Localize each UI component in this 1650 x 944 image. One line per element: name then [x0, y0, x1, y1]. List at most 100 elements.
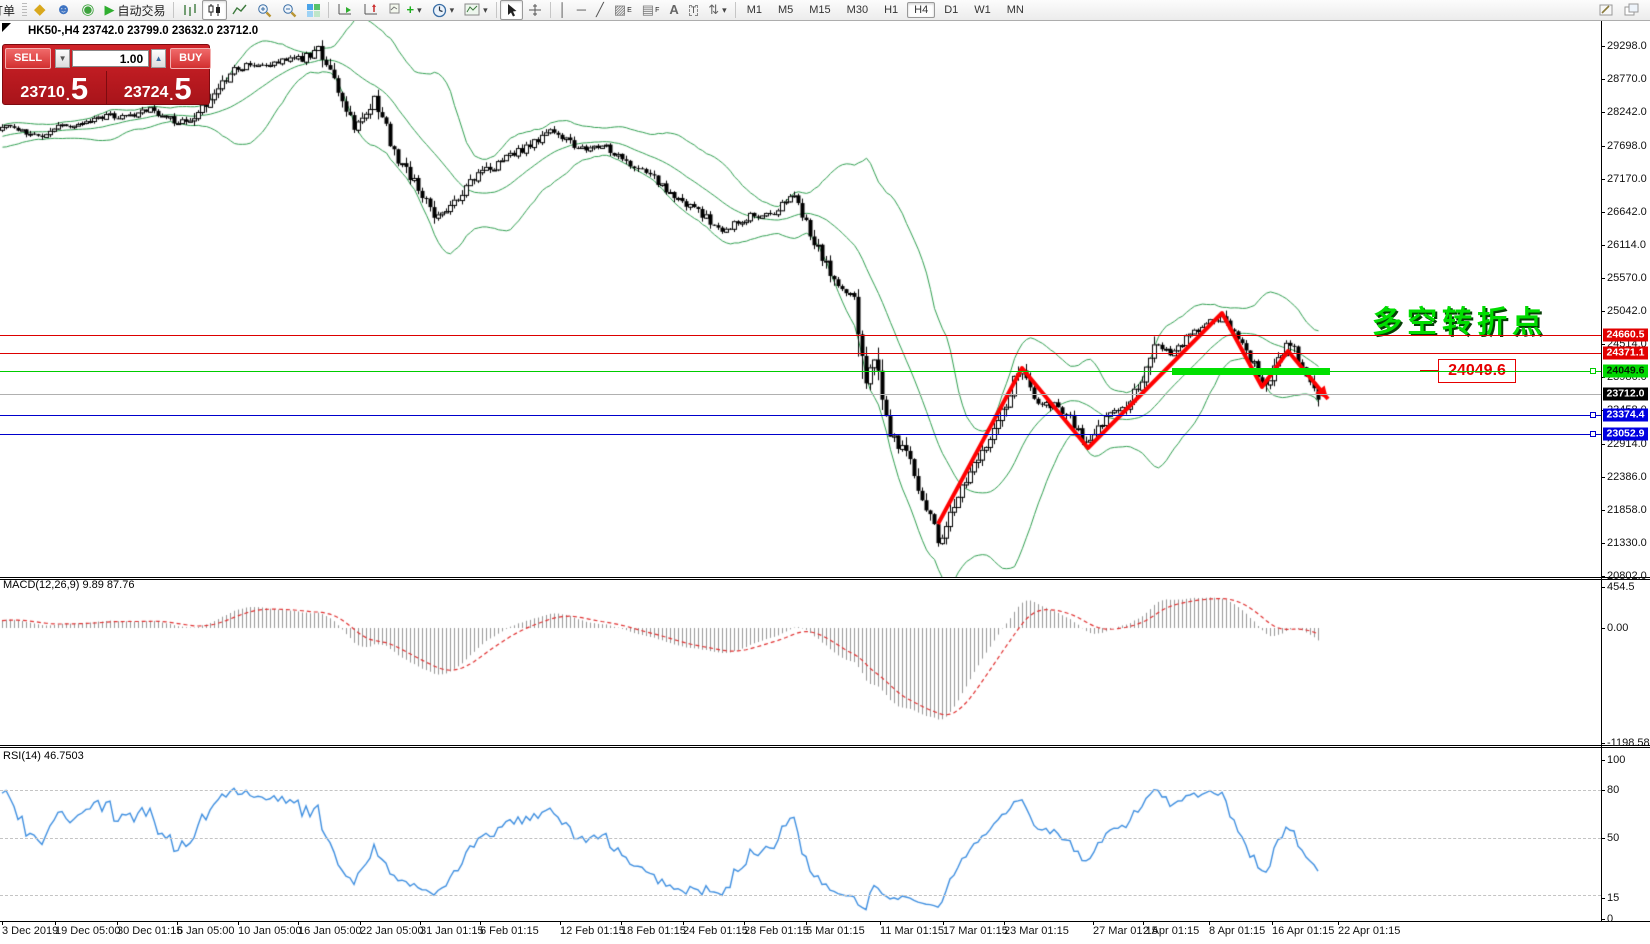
time-label: 6 Feb 01:15	[480, 925, 539, 937]
hline-23052.9[interactable]	[0, 434, 1601, 435]
timeframe-M1[interactable]: M1	[746, 4, 762, 16]
rsi-pane-canvas[interactable]	[0, 748, 1601, 921]
templates-icon[interactable]: ▾	[459, 0, 493, 20]
macd-tick-label: 454.5	[1607, 581, 1635, 593]
price-tick-label: 29298.0	[1607, 40, 1647, 52]
equidistant-channel-tool-icon[interactable]: ▨ E	[613, 2, 632, 17]
sell-price[interactable]: 23710 . 5	[3, 71, 107, 105]
buy-price[interactable]: 23724 . 5	[123, 71, 192, 106]
candlestick-chart-icon[interactable]	[202, 0, 228, 20]
hline-24660.5[interactable]	[0, 335, 1601, 336]
support-band[interactable]	[1172, 368, 1330, 375]
rsi-tick-mark	[1601, 919, 1605, 920]
hline-handle[interactable]	[1590, 368, 1596, 374]
time-tick	[1004, 921, 1005, 925]
time-label: 23 Mar 01:15	[1004, 925, 1069, 937]
timeframe-W1[interactable]: W1	[974, 4, 991, 16]
toolbar-separator	[734, 2, 736, 18]
timeframe-M5[interactable]: M5	[777, 4, 794, 16]
volume-input[interactable]	[72, 50, 150, 67]
timeframe-H4[interactable]: H4	[907, 2, 936, 18]
time-label: 22 Jan 05:00	[360, 925, 424, 937]
chart-shift-icon[interactable]	[358, 0, 384, 20]
hline-23374.4[interactable]	[0, 415, 1601, 416]
time-label: 27 Mar 01:15	[1093, 925, 1158, 937]
arrows-tool-icon[interactable]: ⇅ ▾	[708, 2, 727, 17]
line-chart-icon[interactable]	[227, 0, 252, 20]
rsi-tick-label: 80	[1607, 784, 1620, 796]
macd-tick-label: -1198.58	[1607, 737, 1650, 749]
auto-trading-button[interactable]: ▶ 自动交易	[99, 0, 170, 20]
time-tick	[55, 921, 56, 925]
yellow-diamond-icon[interactable]: ◆	[34, 1, 46, 18]
zoom-out-icon[interactable]	[277, 0, 302, 20]
text-label-tool-icon[interactable]: T	[688, 4, 699, 16]
timeframe-MN[interactable]: MN	[1006, 4, 1024, 16]
pane-splitter-macd[interactable]	[0, 577, 1650, 578]
buy-button[interactable]: BUY	[170, 48, 212, 69]
price-tick-label: 27698.0	[1607, 140, 1647, 152]
hline-24049.6[interactable]	[0, 371, 1601, 372]
macd-pane-canvas[interactable]	[0, 580, 1601, 744]
timeframe-D1[interactable]: D1	[944, 4, 959, 16]
vertical-line-tool-icon[interactable]: │	[558, 2, 567, 17]
time-label: 11 Mar 01:15	[880, 925, 945, 937]
plus-icon: +	[406, 2, 415, 17]
toolbar: 订单 ◆ ☻ ◉ ▶ 自动交易	[0, 0, 1650, 21]
bar-chart-icon[interactable]	[177, 0, 202, 20]
time-label: 31 Jan 01:15	[420, 925, 484, 937]
tile-windows-icon[interactable]	[302, 0, 325, 20]
time-label: 8 Apr 01:15	[1209, 925, 1266, 937]
signals-icon[interactable]: ◉	[81, 1, 95, 18]
pane-splitter-rsi[interactable]	[0, 745, 1650, 746]
hline-handle[interactable]	[1590, 412, 1596, 418]
rsi-tick-label: 0	[1607, 913, 1614, 925]
rsi-tick-mark	[1601, 898, 1605, 899]
text-tool-icon[interactable]: A	[669, 2, 679, 17]
price-tick-mark	[1601, 245, 1605, 246]
pane-splitter-rsi[interactable]	[0, 747, 1650, 748]
accounts-icon[interactable]: ☻	[55, 1, 72, 18]
auto-scroll-icon[interactable]	[332, 0, 358, 20]
hline-23712.0[interactable]	[0, 394, 1601, 395]
turning-point-annotation[interactable]: 多空转折点	[1372, 306, 1547, 339]
timeframe-H1[interactable]: H1	[884, 4, 899, 16]
play-icon: ▶	[104, 2, 115, 17]
one-click-trade-panel: SELL ▼ ▲ BUY 23710 . 5 23724 . 5	[2, 44, 212, 106]
volume-decrease-button[interactable]: ▼	[55, 49, 71, 68]
rsi-level-line	[0, 895, 1601, 896]
rsi-tick-label: 50	[1607, 832, 1620, 844]
chart-windows-icon[interactable]	[1619, 0, 1644, 20]
timeframe-M30[interactable]: M30	[846, 4, 869, 16]
timeframe-M15[interactable]: M15	[809, 4, 831, 16]
chart-edit-icon[interactable]	[1594, 0, 1619, 20]
time-label: 19 Dec 05:00	[55, 925, 121, 937]
zoom-in-icon[interactable]	[252, 0, 277, 20]
chart-symbol-ohlc-label: HK50-,H4 23742.0 23799.0 23632.0 23712.0	[28, 25, 259, 37]
price-chart-canvas[interactable]	[0, 21, 1601, 577]
price-tick-mark	[1601, 543, 1605, 544]
dropdown-icon: ▾	[483, 5, 488, 15]
hline-handle[interactable]	[1590, 431, 1596, 437]
horizontal-line-tool-icon[interactable]: ─	[576, 2, 586, 17]
price-tick-mark	[1601, 179, 1605, 180]
cursor-tool-icon[interactable]	[499, 0, 523, 20]
new-order-button[interactable]: 订单	[0, 0, 20, 20]
time-tick	[744, 921, 745, 925]
price-tick-label: 26114.0	[1607, 239, 1646, 251]
volume-increase-button[interactable]: ▲	[151, 49, 167, 68]
indicators-add-icon[interactable]: + ▾	[384, 0, 426, 20]
pane-splitter-macd[interactable]	[0, 579, 1650, 580]
sell-button[interactable]: SELL	[5, 48, 52, 69]
time-label: 24 Feb 01:15	[683, 925, 748, 937]
toolbar-separator	[328, 2, 330, 18]
crosshair-tool-icon[interactable]	[523, 0, 547, 20]
periods-clock-icon[interactable]: ▾	[427, 0, 460, 20]
price-badge-24049.6: 24049.6	[1603, 364, 1648, 378]
time-tick	[880, 921, 881, 925]
fibonacci-tool-icon[interactable]: ▤ F	[641, 2, 660, 17]
time-label: 3 Dec 2019	[2, 925, 59, 937]
macd-indicator-label: MACD(12,26,9) 9.89 87.76	[3, 579, 135, 591]
trendline-tool-icon[interactable]: ╱	[596, 2, 604, 17]
hline-24371.1[interactable]	[0, 353, 1601, 354]
